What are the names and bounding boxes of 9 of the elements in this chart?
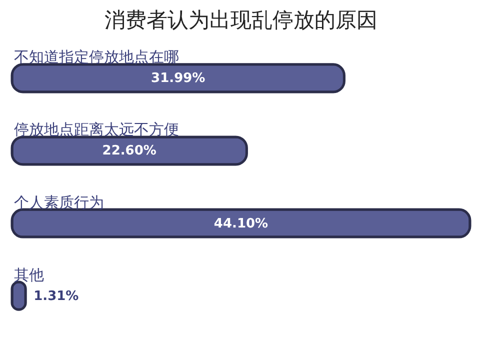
y-tick-label: 不知道指定停放地点在哪 <box>14 48 179 66</box>
data-label: 1.31% <box>34 288 79 304</box>
data-label: 44.10% <box>214 216 268 232</box>
data-label: 22.60% <box>102 144 156 159</box>
y-tick-label: 停放地点距离太远不方便 <box>14 120 179 139</box>
data-label: 31.99% <box>151 71 206 86</box>
y-tick-label: 其他 <box>14 266 44 284</box>
chart-title: 消费者认为出现乱停放的原因 <box>104 8 378 32</box>
y-tick-label: 个人素质行为 <box>14 193 104 212</box>
